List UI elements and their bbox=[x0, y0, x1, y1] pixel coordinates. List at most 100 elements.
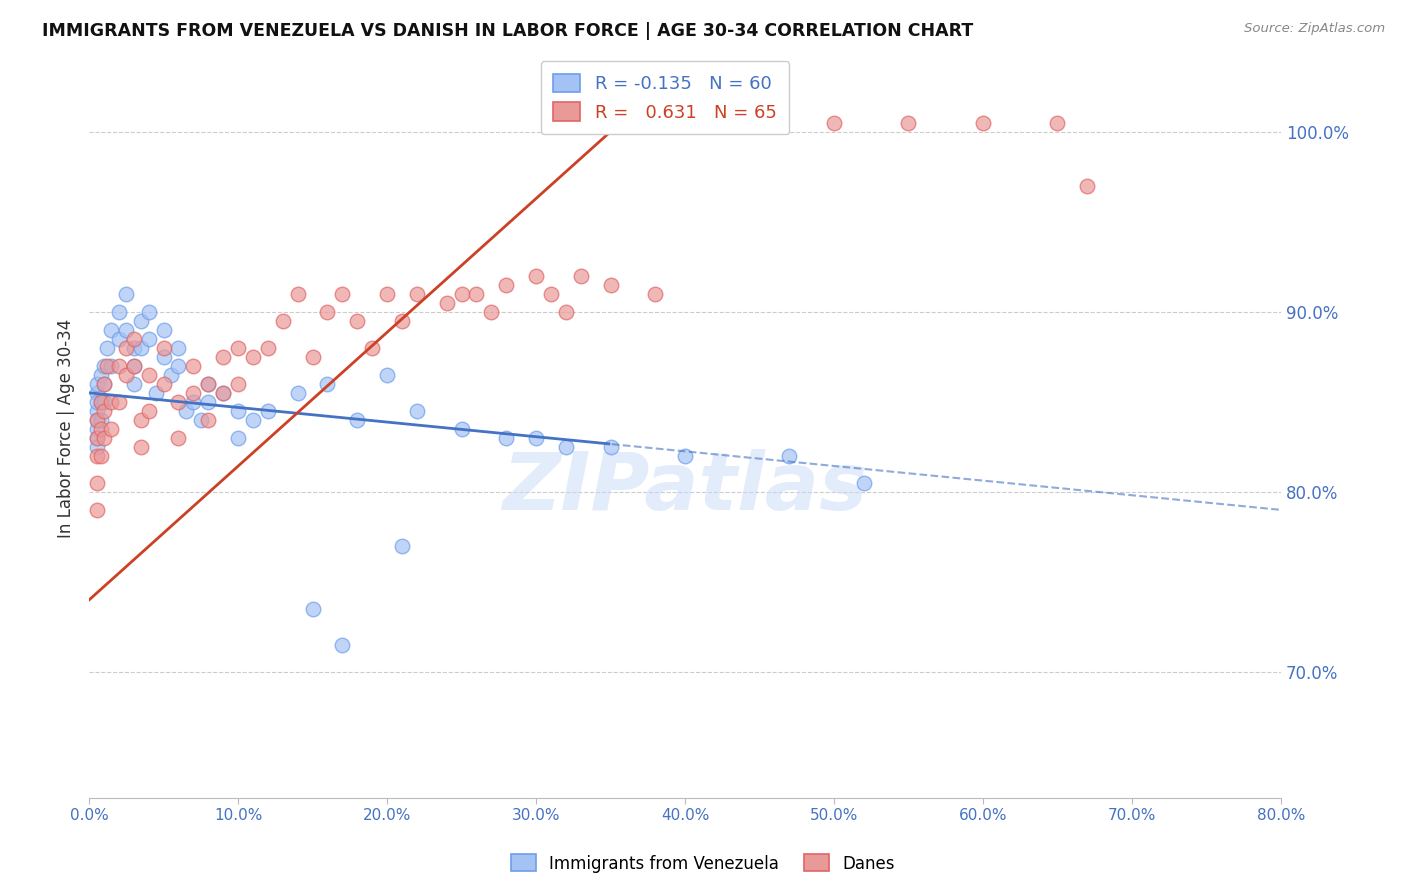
Legend: Immigrants from Venezuela, Danes: Immigrants from Venezuela, Danes bbox=[505, 847, 901, 880]
Point bbox=[346, 413, 368, 427]
Point bbox=[100, 422, 122, 436]
Point bbox=[495, 277, 517, 292]
Point bbox=[316, 376, 339, 391]
Point bbox=[86, 413, 108, 427]
Point bbox=[90, 413, 112, 427]
Point bbox=[160, 368, 183, 382]
Point bbox=[554, 440, 576, 454]
Point bbox=[197, 413, 219, 427]
Point bbox=[391, 314, 413, 328]
Point bbox=[138, 305, 160, 319]
Text: IMMIGRANTS FROM VENEZUELA VS DANISH IN LABOR FORCE | AGE 30-34 CORRELATION CHART: IMMIGRANTS FROM VENEZUELA VS DANISH IN L… bbox=[42, 22, 973, 40]
Point bbox=[122, 332, 145, 346]
Point bbox=[257, 341, 280, 355]
Point bbox=[115, 341, 138, 355]
Point bbox=[242, 350, 264, 364]
Point bbox=[145, 385, 167, 400]
Y-axis label: In Labor Force | Age 30-34: In Labor Force | Age 30-34 bbox=[58, 319, 75, 539]
Point bbox=[108, 305, 131, 319]
Point bbox=[271, 314, 294, 328]
Point bbox=[554, 305, 576, 319]
Point bbox=[93, 431, 115, 445]
Point bbox=[1076, 178, 1098, 193]
Point bbox=[86, 440, 108, 454]
Point bbox=[138, 332, 160, 346]
Point bbox=[86, 422, 108, 436]
Point bbox=[330, 286, 353, 301]
Point bbox=[673, 115, 696, 129]
Point bbox=[257, 404, 280, 418]
Point bbox=[346, 314, 368, 328]
Point bbox=[115, 323, 138, 337]
Point bbox=[152, 323, 174, 337]
Point bbox=[90, 368, 112, 382]
Point bbox=[122, 359, 145, 373]
Point bbox=[212, 350, 235, 364]
Point bbox=[212, 385, 235, 400]
Point bbox=[524, 268, 547, 283]
Point bbox=[226, 341, 249, 355]
Point bbox=[152, 376, 174, 391]
Point bbox=[897, 115, 920, 129]
Point bbox=[823, 115, 845, 129]
Point bbox=[100, 323, 122, 337]
Point bbox=[90, 394, 112, 409]
Point bbox=[540, 286, 562, 301]
Point bbox=[183, 385, 205, 400]
Point bbox=[495, 431, 517, 445]
Point bbox=[972, 115, 994, 129]
Point bbox=[93, 404, 115, 418]
Text: ZIPatlas: ZIPatlas bbox=[502, 449, 868, 527]
Point bbox=[644, 286, 666, 301]
Point bbox=[129, 440, 152, 454]
Point bbox=[86, 376, 108, 391]
Point bbox=[524, 431, 547, 445]
Point bbox=[100, 394, 122, 409]
Point bbox=[115, 286, 138, 301]
Point bbox=[96, 341, 118, 355]
Point bbox=[167, 394, 190, 409]
Point bbox=[90, 449, 112, 463]
Point bbox=[122, 359, 145, 373]
Point bbox=[167, 431, 190, 445]
Point bbox=[138, 404, 160, 418]
Point bbox=[86, 394, 108, 409]
Point bbox=[197, 376, 219, 391]
Point bbox=[167, 341, 190, 355]
Point bbox=[108, 394, 131, 409]
Point bbox=[122, 341, 145, 355]
Point bbox=[330, 638, 353, 652]
Point bbox=[405, 404, 427, 418]
Point bbox=[152, 350, 174, 364]
Point bbox=[436, 295, 458, 310]
Point bbox=[361, 341, 384, 355]
Point bbox=[183, 394, 205, 409]
Text: Source: ZipAtlas.com: Source: ZipAtlas.com bbox=[1244, 22, 1385, 36]
Point bbox=[375, 286, 398, 301]
Point bbox=[197, 376, 219, 391]
Point bbox=[152, 341, 174, 355]
Point bbox=[465, 286, 488, 301]
Point bbox=[599, 277, 621, 292]
Point bbox=[450, 422, 472, 436]
Point bbox=[93, 359, 115, 373]
Point bbox=[129, 413, 152, 427]
Point bbox=[174, 404, 197, 418]
Point bbox=[301, 602, 323, 616]
Point bbox=[90, 422, 112, 436]
Point bbox=[197, 394, 219, 409]
Point bbox=[129, 341, 152, 355]
Point bbox=[569, 268, 592, 283]
Point bbox=[122, 376, 145, 391]
Point bbox=[183, 359, 205, 373]
Point bbox=[226, 431, 249, 445]
Point bbox=[86, 404, 108, 418]
Point bbox=[86, 449, 108, 463]
Point bbox=[479, 305, 502, 319]
Point bbox=[138, 368, 160, 382]
Point bbox=[96, 359, 118, 373]
Point bbox=[226, 404, 249, 418]
Point bbox=[86, 431, 108, 445]
Point bbox=[405, 286, 427, 301]
Point bbox=[778, 449, 800, 463]
